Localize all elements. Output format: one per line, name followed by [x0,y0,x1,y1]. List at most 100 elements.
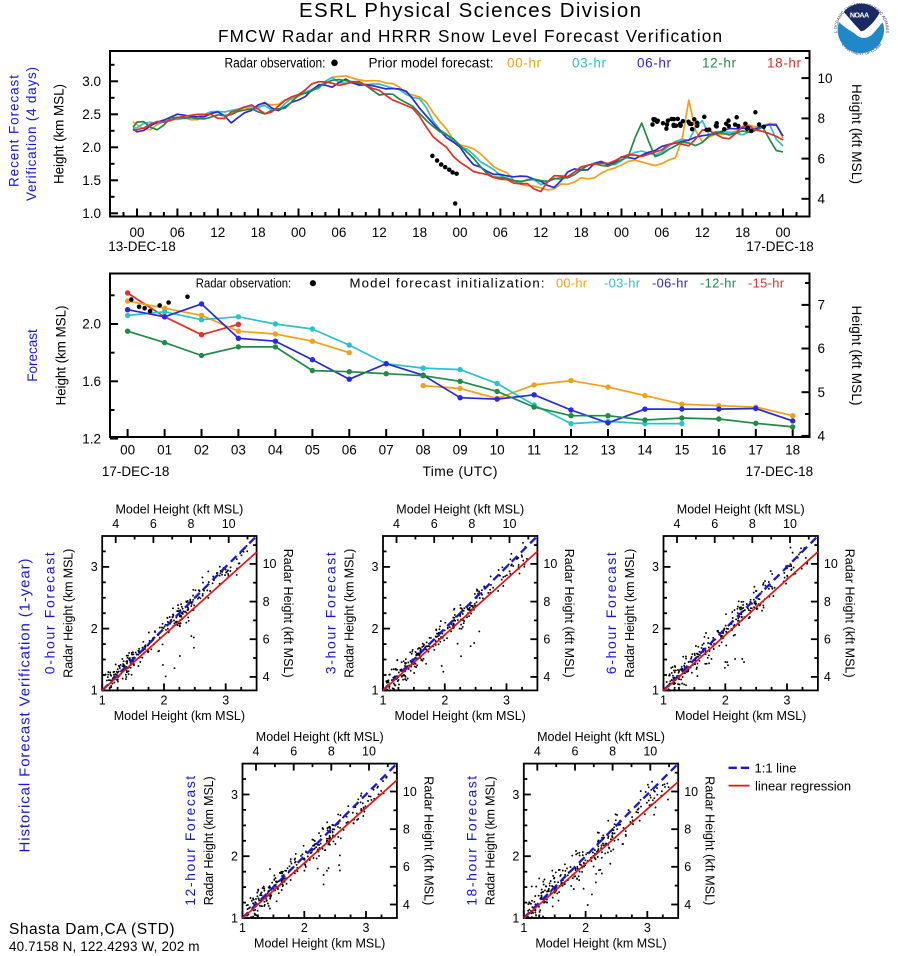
svg-text:Height (kft MSL): Height (kft MSL) [849,84,864,184]
svg-text:Model Height (kft MSL): Model Height (kft MSL) [537,730,665,744]
svg-text:03: 03 [231,443,246,458]
svg-text:3.0: 3.0 [82,74,101,89]
svg-text:8: 8 [818,111,826,126]
svg-text:06: 06 [342,443,357,458]
svg-text:4: 4 [543,670,550,684]
svg-text:18: 18 [735,225,750,240]
svg-text:Model forecast initialization:: Model forecast initialization: [350,275,545,290]
svg-text:18-hr: 18-hr [767,55,802,70]
svg-text:3: 3 [644,921,651,935]
svg-text:10: 10 [783,517,797,531]
svg-text:Prior model forecast:: Prior model forecast: [369,55,494,70]
svg-text:00: 00 [614,225,629,240]
svg-text:8: 8 [684,823,691,837]
svg-text:10: 10 [684,785,698,799]
svg-text:1: 1 [520,921,527,935]
svg-text:Radar observation:: Radar observation: [196,275,291,290]
svg-text:18: 18 [574,225,589,240]
svg-text:12: 12 [210,225,225,240]
svg-text:Radar Height (km MSL): Radar Height (km MSL) [623,549,637,678]
svg-text:NOAA: NOAA [850,10,869,19]
svg-text:2: 2 [512,850,519,864]
svg-text:4: 4 [263,670,270,684]
svg-text:Shasta Dam,CA (STD): Shasta Dam,CA (STD) [9,921,175,938]
svg-text:08: 08 [416,443,431,458]
svg-text:2: 2 [722,693,729,707]
svg-text:10: 10 [503,517,517,531]
svg-text:Model Height (km MSL): Model Height (km MSL) [675,709,806,723]
svg-text:Height (km MSL): Height (km MSL) [54,306,69,406]
svg-text:3: 3 [652,560,659,574]
svg-text:05: 05 [305,443,320,458]
svg-text:Radar Height (kft MSL): Radar Height (kft MSL) [421,776,435,905]
svg-text:6: 6 [290,745,297,759]
svg-text:16: 16 [711,443,726,458]
svg-text:4: 4 [112,517,119,531]
svg-text:Model Height (kft MSL): Model Height (kft MSL) [115,503,243,517]
svg-text:2: 2 [161,693,168,707]
svg-text:1.2: 1.2 [82,431,101,446]
svg-text:17: 17 [748,443,763,458]
svg-text:Height (kft MSL): Height (kft MSL) [849,306,864,406]
svg-text:Radar Height (km MSL): Radar Height (km MSL) [62,549,76,678]
svg-text:14: 14 [637,443,653,458]
svg-text:Radar Height (kft MSL): Radar Height (kft MSL) [703,776,717,905]
svg-text:8: 8 [543,595,550,609]
svg-text:40.7158 N, 122.4293 W, 202 m: 40.7158 N, 122.4293 W, 202 m [9,939,200,954]
svg-text:00-hr: 00-hr [507,55,542,70]
svg-text:6: 6 [403,860,410,874]
svg-text:1: 1 [99,693,106,707]
svg-text:Model Height (kft MSL): Model Height (kft MSL) [396,503,524,517]
svg-text:00: 00 [120,443,135,458]
svg-text:2.0: 2.0 [82,140,101,155]
svg-text:8: 8 [468,517,475,531]
svg-text:Radar observation:: Radar observation: [225,55,326,70]
svg-text:-03-hr: -03-hr [604,275,641,290]
svg-text:12: 12 [695,225,710,240]
svg-text:1: 1 [372,684,379,698]
svg-text:10: 10 [362,745,376,759]
svg-text:Historical Forecast Verificati: Historical Forecast Verification (1-year… [17,559,34,853]
svg-text:8: 8 [263,595,270,609]
svg-text:12: 12 [533,225,548,240]
svg-text:13-DEC-18: 13-DEC-18 [108,239,176,254]
svg-text:Model Height (kft MSL): Model Height (kft MSL) [256,730,384,744]
svg-text:2: 2 [372,622,379,636]
svg-text:3: 3 [231,788,238,802]
svg-text:13: 13 [600,443,615,458]
svg-text:18: 18 [251,225,266,240]
svg-text:4: 4 [818,192,826,207]
svg-text:17-DEC-18: 17-DEC-18 [746,239,814,254]
svg-text:5: 5 [818,385,826,400]
svg-text:3: 3 [512,788,519,802]
svg-text:8: 8 [749,517,756,531]
svg-text:12: 12 [563,443,578,458]
svg-text:Time (UTC): Time (UTC) [423,464,498,479]
svg-text:12-hr: 12-hr [702,55,737,70]
svg-text:12: 12 [372,225,387,240]
svg-text:8: 8 [188,517,195,531]
svg-text:3: 3 [363,921,370,935]
svg-text:6: 6 [711,517,718,531]
svg-text:06: 06 [331,225,346,240]
svg-text:-12-hr: -12-hr [700,275,737,290]
svg-text:4: 4 [393,517,400,531]
svg-text:00: 00 [452,225,467,240]
svg-text:1: 1 [91,684,98,698]
svg-text:4: 4 [824,670,831,684]
svg-text:4: 4 [674,517,681,531]
svg-text:Recent Forecast: Recent Forecast [7,75,22,187]
svg-text:6: 6 [150,517,157,531]
svg-text:4: 4 [403,898,410,912]
svg-text:2: 2 [441,693,448,707]
svg-text:1: 1 [380,693,387,707]
svg-text:Model Height (km MSL): Model Height (km MSL) [254,937,385,951]
svg-text:4: 4 [253,745,260,759]
svg-text:4: 4 [534,745,541,759]
svg-text:Model Height (km MSL): Model Height (km MSL) [535,937,666,951]
svg-text:3-hour Forecast: 3-hour Forecast [323,552,339,674]
svg-text:Radar Height (kft MSL): Radar Height (kft MSL) [281,549,295,678]
svg-text:6: 6 [431,517,438,531]
svg-text:2: 2 [91,622,98,636]
svg-text:3: 3 [91,560,98,574]
